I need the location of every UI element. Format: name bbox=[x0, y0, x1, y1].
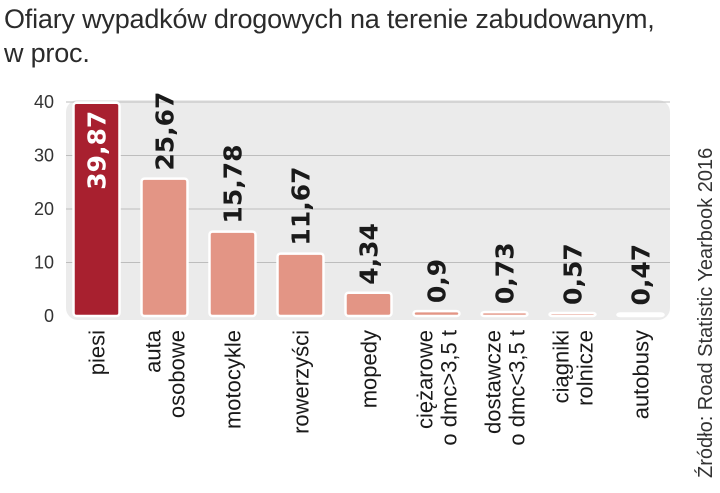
value-label: 39,87 bbox=[83, 111, 112, 190]
category-labels: piesi auta osobowe motocykle rowerzyści moped… bbox=[85, 329, 654, 445]
value-label: 15,78 bbox=[219, 144, 248, 223]
category-label: auta bbox=[141, 329, 166, 373]
category-label: o dmc<3,5 t bbox=[505, 330, 530, 446]
bar bbox=[616, 312, 665, 318]
chart-title-line-1: Ofiary wypadków drogowych na terenie zab… bbox=[4, 4, 655, 34]
category-label: ciężarowe bbox=[413, 330, 438, 429]
bar bbox=[480, 310, 529, 318]
bar bbox=[548, 311, 597, 318]
bar bbox=[412, 309, 461, 318]
value-label: 0,73 bbox=[491, 242, 520, 304]
category-label: piesi bbox=[85, 330, 110, 375]
category-label: osobowe bbox=[165, 330, 190, 418]
y-tick-label: 0 bbox=[44, 306, 54, 326]
category-label: motocykle bbox=[221, 330, 246, 429]
chart-title-line-2: w proc. bbox=[4, 38, 90, 68]
y-tick-label: 10 bbox=[34, 253, 54, 273]
value-label: 0,47 bbox=[627, 244, 656, 306]
y-axis-ticks: 0 10 20 30 40 bbox=[34, 92, 54, 326]
y-tick-label: 30 bbox=[34, 146, 54, 166]
bar bbox=[208, 230, 257, 318]
value-label: 0,57 bbox=[559, 243, 588, 305]
bar bbox=[140, 177, 189, 318]
value-label: 0,9 bbox=[423, 259, 452, 303]
category-label: rowerzyści bbox=[289, 330, 314, 434]
category-label: ciągniki bbox=[549, 330, 574, 403]
bar bbox=[72, 101, 121, 318]
bar bbox=[276, 252, 325, 318]
bars bbox=[72, 101, 665, 318]
chart-title: Ofiary wypadków drogowych na terenie zab… bbox=[4, 2, 694, 70]
value-label: 4,34 bbox=[355, 223, 384, 285]
category-label: o dmc>3,5 t bbox=[437, 330, 462, 446]
category-label: mopedy bbox=[357, 330, 382, 408]
y-tick-label: 40 bbox=[34, 92, 54, 112]
value-label: 25,67 bbox=[151, 92, 180, 171]
source-note: Źródło: Road Statistic Yearbook 2016 bbox=[694, 148, 717, 478]
value-labels: 39,87 25,67 15,78 11,67 4,34 0,9 0,73 0,57 0,47 bbox=[83, 92, 656, 306]
category-label: autobusy bbox=[629, 330, 654, 419]
category-label: dostawcze bbox=[481, 330, 506, 434]
category-label: rolnicze bbox=[573, 330, 598, 406]
y-tick-label: 20 bbox=[34, 199, 54, 219]
value-label: 11,67 bbox=[287, 166, 316, 245]
bar bbox=[344, 291, 393, 318]
